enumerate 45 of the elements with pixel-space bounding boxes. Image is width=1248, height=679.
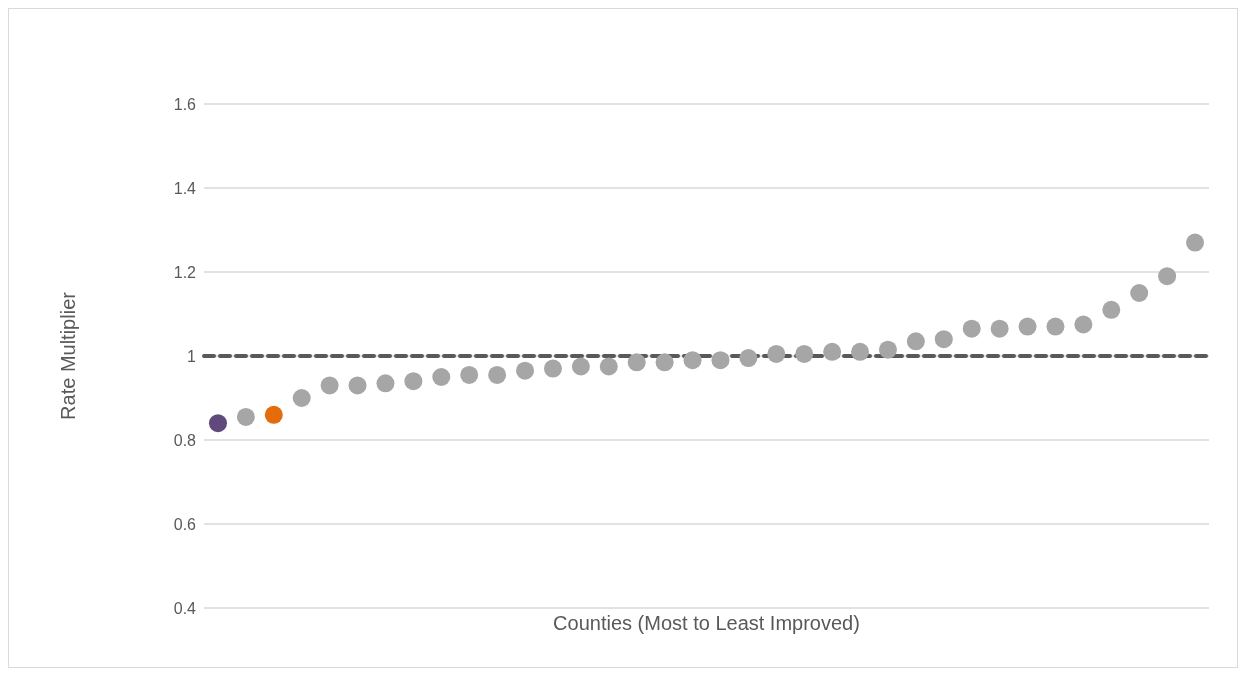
point [878, 340, 897, 359]
y-tick-label: 0.4 [173, 599, 197, 617]
point [599, 357, 618, 376]
y-tick-label: 1.6 [173, 95, 197, 113]
point [236, 407, 255, 426]
point [1074, 315, 1093, 334]
point [1102, 300, 1121, 319]
y-tick-label: 0.8 [173, 431, 197, 449]
point [404, 372, 423, 391]
point [655, 353, 674, 372]
point [208, 414, 227, 433]
point [432, 368, 451, 386]
point [1186, 233, 1205, 252]
point [320, 376, 339, 395]
point [767, 344, 786, 363]
y-tick-label: 1 [187, 347, 197, 365]
point [488, 365, 507, 384]
x-axis-title: Counties (Most to Least Improved) [553, 612, 860, 635]
point [934, 330, 953, 349]
point [962, 319, 981, 338]
point [795, 344, 814, 363]
point [990, 319, 1009, 338]
point [516, 361, 535, 380]
point [683, 351, 702, 370]
point [460, 365, 479, 384]
point [739, 349, 758, 368]
point [1018, 317, 1037, 336]
point [571, 357, 590, 376]
point [376, 374, 395, 393]
point [711, 351, 730, 370]
point [906, 332, 925, 351]
y-tick-label: 0.6 [173, 515, 197, 533]
point [1130, 284, 1149, 302]
point [627, 353, 646, 372]
point [543, 359, 562, 378]
point [264, 405, 283, 424]
y-axis-title: Rate Multiplier [57, 291, 80, 420]
point [348, 376, 367, 395]
point [292, 389, 311, 407]
y-tick-label: 1.4 [173, 179, 197, 197]
point [1046, 317, 1065, 336]
y-tick-label: 1.2 [173, 263, 197, 281]
point [851, 342, 870, 361]
point [1158, 267, 1177, 286]
point [823, 342, 842, 361]
